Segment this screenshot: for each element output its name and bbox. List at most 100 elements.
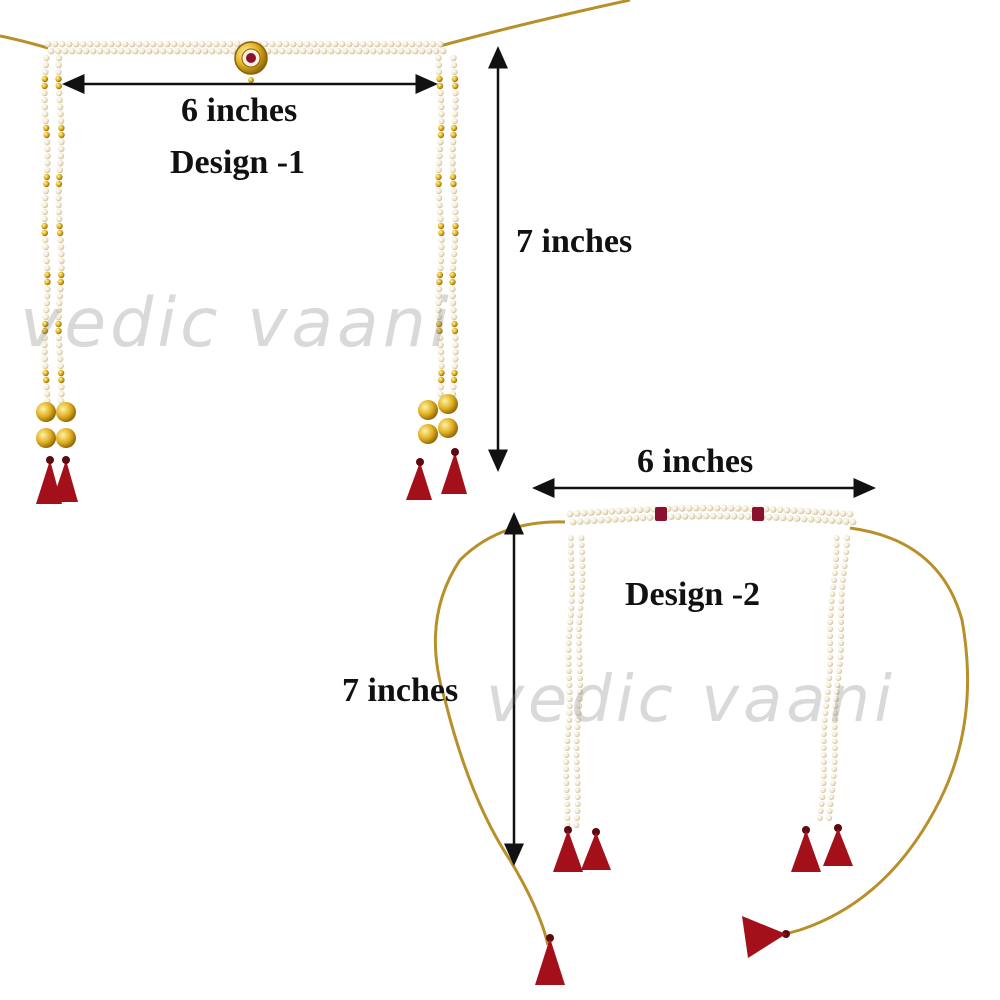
- pearl: [578, 584, 585, 590]
- pearl: [436, 145, 444, 153]
- pearl: [827, 626, 834, 632]
- pearl: [566, 682, 573, 688]
- pearl: [573, 815, 580, 821]
- pearl: [439, 47, 447, 55]
- pearl: [762, 505, 770, 513]
- pearl: [408, 40, 416, 48]
- gold-bead: [436, 82, 444, 90]
- pearl: [576, 647, 583, 653]
- pearl: [574, 808, 581, 814]
- pearl: [576, 654, 583, 660]
- pearl: [573, 822, 580, 828]
- pearl: [437, 348, 445, 356]
- red-tassel: [52, 460, 78, 502]
- pearl: [435, 187, 442, 195]
- pearl: [833, 535, 840, 541]
- pearl: [58, 390, 65, 398]
- pearl: [56, 166, 64, 174]
- pearl: [449, 152, 456, 160]
- gold-bead: [436, 327, 443, 335]
- gold-bead: [451, 320, 458, 328]
- pearl: [825, 509, 833, 516]
- pearl: [82, 47, 90, 55]
- pearl: [57, 362, 64, 370]
- gold-bead: [435, 180, 442, 188]
- pearl: [793, 515, 801, 522]
- pearl: [380, 40, 388, 48]
- design-1-right-thread: [439, 0, 631, 48]
- design-2-product: [433, 504, 970, 985]
- gold-bead: [452, 82, 459, 90]
- pearl: [56, 355, 64, 363]
- design-1-product: [0, 0, 631, 504]
- pearl: [573, 766, 580, 772]
- gold-bead: [42, 124, 50, 132]
- pearl: [42, 117, 49, 125]
- pearl: [563, 759, 570, 765]
- pearl: [837, 647, 844, 653]
- gold-bead: [450, 131, 457, 139]
- gold-bead: [450, 180, 457, 188]
- pearl: [565, 647, 572, 653]
- pearl: [435, 166, 442, 174]
- pearl: [43, 54, 50, 62]
- pearl: [622, 507, 630, 514]
- pearl: [233, 40, 241, 48]
- pearl: [57, 285, 64, 293]
- gold-bead: [42, 320, 49, 328]
- pearl: [831, 724, 838, 730]
- pearl: [567, 549, 574, 555]
- pearl: [187, 47, 195, 55]
- pearl: [831, 570, 838, 576]
- gold-bead: [58, 124, 65, 132]
- pearl: [58, 145, 65, 153]
- pearl: [838, 640, 845, 646]
- pearl: [55, 89, 63, 97]
- pearl: [832, 703, 839, 709]
- pearl: [437, 96, 445, 104]
- pearl: [723, 512, 731, 520]
- pearl: [573, 738, 580, 744]
- gold-bead: [58, 131, 65, 139]
- pearl: [437, 138, 444, 146]
- pearl: [576, 612, 583, 618]
- pearl: [121, 40, 129, 48]
- pearl: [567, 542, 574, 548]
- gold-bead: [450, 376, 458, 384]
- pearl: [819, 794, 826, 800]
- pearl: [452, 334, 459, 342]
- pearl: [55, 194, 62, 202]
- pearl: [411, 47, 419, 55]
- pearl: [826, 808, 833, 814]
- pearl: [177, 40, 185, 48]
- pearl: [832, 696, 839, 702]
- pearl: [429, 40, 437, 48]
- pearl: [451, 362, 459, 370]
- pearl: [75, 47, 83, 55]
- pearl: [205, 40, 213, 48]
- gold-bead: [438, 229, 445, 237]
- pearl: [685, 504, 693, 512]
- pearl: [674, 513, 682, 520]
- pearl: [566, 703, 573, 709]
- design-1-left-thread: [0, 34, 49, 50]
- pearl: [839, 577, 846, 583]
- pearl: [831, 710, 838, 716]
- gold-bead: [451, 75, 459, 83]
- gold-bead: [449, 173, 457, 181]
- gold-bead: [44, 271, 51, 279]
- gold-bead: [437, 222, 445, 230]
- pearl: [765, 513, 773, 521]
- pearl: [811, 508, 819, 516]
- pearl: [438, 110, 445, 118]
- pearl: [452, 208, 459, 216]
- pearl: [390, 47, 398, 55]
- pearl: [107, 40, 115, 48]
- pearl: [41, 110, 49, 118]
- pearl: [437, 390, 444, 398]
- pearl: [438, 355, 445, 363]
- pearl: [348, 47, 356, 55]
- design-2-strands: [563, 535, 851, 828]
- pearl: [55, 187, 62, 195]
- pearl: [563, 787, 570, 793]
